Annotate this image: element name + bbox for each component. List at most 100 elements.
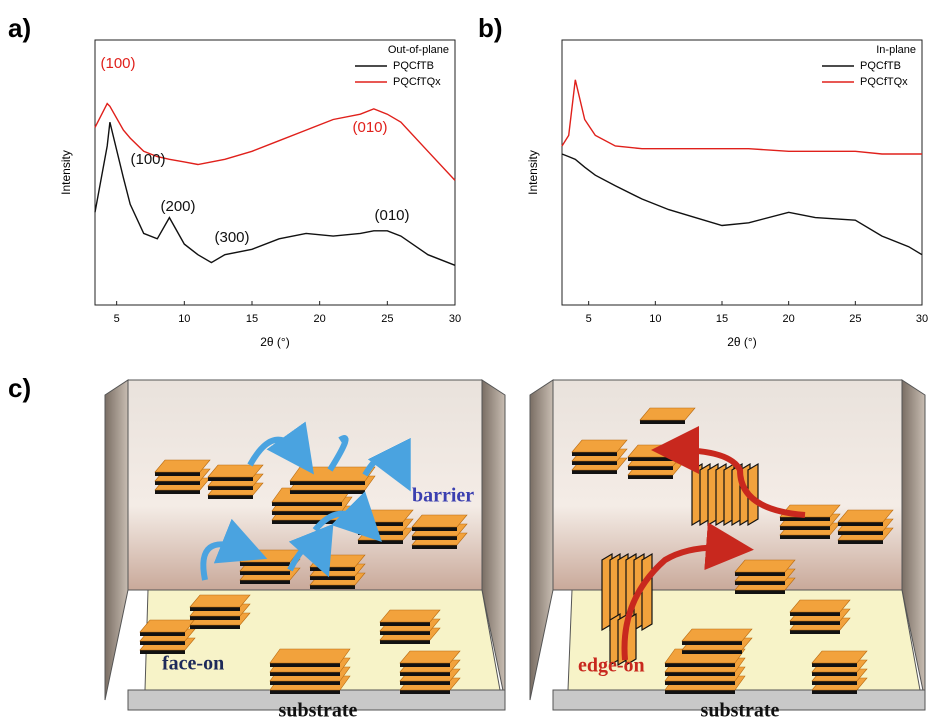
plate-edge: [400, 663, 450, 667]
x-tick-label: 25: [381, 313, 393, 325]
plate-edge: [790, 630, 840, 634]
figure: a) b) c) barrier face-on edge-on substra…: [0, 0, 930, 720]
schematic-label: edge-on: [578, 655, 645, 677]
plate-edge: [270, 672, 340, 676]
plate: [735, 560, 795, 572]
plate-edge: [838, 540, 883, 544]
plate-edge: [838, 522, 883, 526]
plate-edge: [628, 466, 673, 470]
plate-edge: [665, 681, 735, 685]
plate-edge: [190, 616, 240, 620]
plate-edge: [780, 526, 830, 530]
plate-edge: [735, 590, 785, 594]
plate-edge: [240, 571, 290, 575]
plate-edge: [380, 640, 430, 644]
edge-plate: [642, 554, 652, 630]
plate-edge: [628, 475, 673, 479]
x-tick-label: 25: [849, 313, 861, 325]
plate-edge: [735, 572, 785, 576]
plate: [140, 620, 195, 632]
plate-edge: [812, 690, 857, 694]
annotation: (200): [160, 198, 195, 215]
schematic-label: barrier: [412, 485, 474, 507]
annotation: (100): [130, 151, 165, 168]
plate-edge: [412, 545, 457, 549]
x-axis-label: 2θ (°): [727, 335, 756, 349]
plate: [682, 629, 752, 641]
plate-edge: [412, 527, 457, 531]
plate-edge: [190, 625, 240, 629]
annotation: (300): [214, 229, 249, 246]
plate-edge: [240, 562, 290, 566]
plate-edge: [735, 581, 785, 585]
plate-edge: [380, 622, 430, 626]
plate-edge: [208, 486, 253, 490]
data-line: [562, 154, 922, 255]
plate: [790, 600, 850, 612]
plate-edge: [665, 690, 735, 694]
plate-edge: [380, 631, 430, 635]
plate: [812, 651, 867, 663]
legend-label: PQCfTB: [860, 60, 901, 72]
plate: [380, 610, 440, 622]
plate-edge: [400, 681, 450, 685]
plate-edge: [155, 472, 200, 476]
plate-edge: [310, 576, 355, 580]
x-tick-label: 10: [649, 313, 661, 325]
x-tick-label: 30: [916, 313, 928, 325]
annotation: (010): [352, 119, 387, 136]
y-axis-label: Intensity: [526, 150, 540, 195]
plate: [240, 550, 300, 562]
plate-edge: [665, 672, 735, 676]
plate-edge: [640, 420, 685, 424]
legend-label: PQCfTQx: [393, 76, 441, 88]
y-axis-label: Intensity: [59, 150, 73, 195]
plate-edge: [272, 502, 342, 506]
legend-label: PQCfTQx: [860, 76, 908, 88]
legend-title: In-plane: [876, 44, 916, 56]
plate-edge: [270, 690, 340, 694]
plate-edge: [790, 612, 840, 616]
plate-edge: [358, 531, 403, 535]
plate-edge: [358, 540, 403, 544]
plate-edge: [780, 535, 830, 539]
plate: [208, 465, 263, 477]
plate-edge: [400, 690, 450, 694]
annotation: (010): [374, 207, 409, 224]
plate: [572, 440, 627, 452]
plate: [640, 408, 695, 420]
panel-label: b): [478, 13, 503, 43]
plate-edge: [140, 632, 185, 636]
plate-edge: [682, 641, 742, 645]
plate-edge: [812, 672, 857, 676]
plate-edge: [155, 481, 200, 485]
plate-edge: [572, 470, 617, 474]
legend-label: PQCfTB: [393, 60, 434, 72]
panel-label: a): [8, 13, 31, 43]
plate-edge: [290, 481, 365, 485]
plate-edge: [290, 490, 365, 494]
data-line: [95, 122, 455, 265]
legend-title: Out-of-plane: [388, 44, 449, 56]
schematic-label: substrate: [701, 700, 780, 720]
plate-edge: [400, 672, 450, 676]
plate-edge: [812, 681, 857, 685]
schematic-label: substrate: [279, 700, 358, 720]
plate-edge: [412, 536, 457, 540]
plate: [412, 515, 467, 527]
plate-edge: [208, 495, 253, 499]
x-axis-label: 2θ (°): [260, 335, 289, 349]
plate-edge: [838, 531, 883, 535]
plate: [628, 445, 683, 457]
data-line: [95, 104, 455, 181]
plate-edge: [155, 490, 200, 494]
plate-edge: [665, 663, 735, 667]
plate-edge: [240, 580, 290, 584]
plate-edge: [140, 641, 185, 645]
plate-edge: [572, 452, 617, 456]
x-tick-label: 30: [449, 313, 461, 325]
x-tick-label: 20: [314, 313, 326, 325]
panel-label: c): [8, 373, 31, 403]
plate: [270, 649, 350, 663]
plate-edge: [572, 461, 617, 465]
